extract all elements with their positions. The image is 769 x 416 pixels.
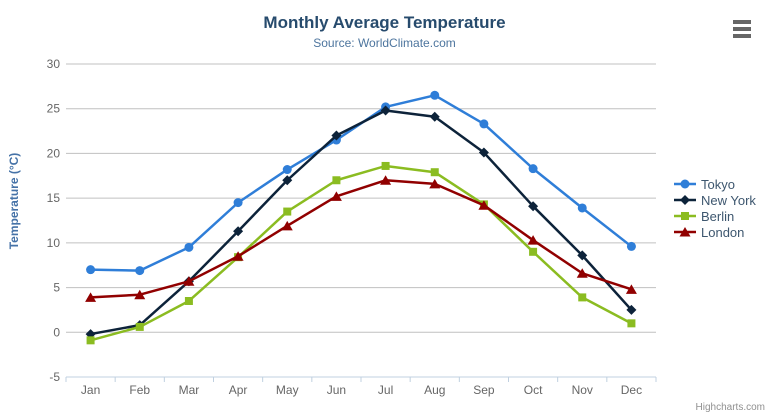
point-new-york-apr[interactable] bbox=[233, 226, 244, 237]
point-tokyo-sep[interactable] bbox=[479, 119, 489, 129]
legend-label: New York bbox=[701, 192, 756, 208]
point-berlin-jul[interactable] bbox=[381, 161, 390, 170]
y-gridlines bbox=[66, 63, 656, 378]
point-new-york-may[interactable] bbox=[282, 175, 293, 186]
point-new-york-jun[interactable] bbox=[331, 130, 342, 141]
point-new-york-oct[interactable] bbox=[528, 201, 539, 212]
xaxis-tick-label: Oct bbox=[524, 383, 543, 397]
point-london-feb[interactable] bbox=[134, 289, 146, 300]
legend-symbol-new-york bbox=[680, 195, 690, 205]
xaxis-tick-label: Jun bbox=[327, 383, 346, 397]
yaxis-tick-label: -5 bbox=[49, 370, 60, 384]
point-berlin-may[interactable] bbox=[283, 207, 292, 216]
point-tokyo-apr[interactable] bbox=[233, 198, 243, 208]
point-tokyo-mar[interactable] bbox=[184, 242, 194, 252]
point-london-nov[interactable] bbox=[576, 268, 588, 278]
xaxis-tick-label: Apr bbox=[229, 383, 248, 397]
chart-subtitle: Source: WorldClimate.com bbox=[313, 36, 456, 50]
xaxis-tick-label: Mar bbox=[179, 383, 200, 397]
point-new-york-sep[interactable] bbox=[478, 147, 489, 158]
yaxis-tick-label: 15 bbox=[47, 191, 61, 205]
legend-item-tokyo[interactable]: Tokyo bbox=[674, 176, 756, 192]
xaxis-tick-label: Aug bbox=[424, 383, 445, 397]
legend-item-london[interactable]: London bbox=[674, 224, 756, 240]
legend-label: Berlin bbox=[701, 208, 735, 224]
legend-label: London bbox=[701, 224, 745, 240]
point-new-york-nov[interactable] bbox=[577, 250, 588, 261]
point-london-jan[interactable] bbox=[85, 292, 97, 302]
point-berlin-nov[interactable] bbox=[578, 293, 587, 302]
yaxis-title: Temperature (°C) bbox=[7, 152, 21, 250]
legend-symbol-tokyo bbox=[680, 179, 690, 189]
point-london-oct[interactable] bbox=[527, 235, 539, 245]
point-london-apr[interactable] bbox=[232, 251, 244, 261]
point-new-york-jul[interactable] bbox=[380, 105, 391, 116]
point-berlin-aug[interactable] bbox=[430, 168, 439, 177]
point-london-jul[interactable] bbox=[380, 175, 392, 185]
yaxis-labels: -5 0 5 10 15 20 25 30 bbox=[47, 57, 61, 384]
point-tokyo-jan[interactable] bbox=[86, 265, 96, 275]
point-london-may[interactable] bbox=[281, 220, 293, 231]
chart-context-menu-button[interactable] bbox=[731, 18, 755, 38]
series-line-london bbox=[89, 179, 633, 299]
yaxis-tick-label: 30 bbox=[47, 57, 61, 71]
legend-label: Tokyo bbox=[701, 176, 735, 192]
point-new-york-aug[interactable] bbox=[429, 111, 440, 122]
x-axis: Jan Feb Mar Apr May Jun Jul Aug Sep Oct Nov Dec bbox=[65, 376, 657, 397]
yaxis-tick-label: 25 bbox=[47, 102, 61, 116]
point-london-jun[interactable] bbox=[330, 191, 342, 201]
point-new-york-dec[interactable] bbox=[626, 304, 637, 315]
chart-title: Monthly Average Temperature bbox=[263, 13, 506, 32]
point-berlin-feb[interactable] bbox=[135, 322, 144, 331]
highcharts-credit-link[interactable]: Highcharts.com bbox=[695, 402, 765, 413]
yaxis-tick-label: 5 bbox=[53, 281, 60, 295]
xaxis-tick-label: Feb bbox=[129, 383, 150, 397]
legend-symbol-london bbox=[679, 227, 691, 237]
xaxis-tick-label: Jul bbox=[378, 383, 393, 397]
point-berlin-dec[interactable] bbox=[627, 319, 636, 328]
point-tokyo-nov[interactable] bbox=[577, 203, 587, 213]
point-tokyo-oct[interactable] bbox=[528, 164, 538, 174]
series-line-new-york bbox=[89, 109, 633, 336]
point-berlin-oct[interactable] bbox=[529, 247, 538, 256]
legend-marker-new-york bbox=[674, 195, 696, 205]
legend-item-berlin[interactable]: Berlin bbox=[674, 208, 756, 224]
point-london-mar[interactable] bbox=[183, 276, 195, 286]
legend-item-new-york[interactable]: New York bbox=[674, 192, 756, 208]
xaxis-tick-label: Nov bbox=[572, 383, 593, 397]
point-london-sep[interactable] bbox=[478, 200, 490, 210]
yaxis-tick-label: 10 bbox=[47, 236, 61, 250]
hamburger-icon bbox=[733, 20, 753, 38]
point-tokyo-may[interactable] bbox=[282, 165, 292, 175]
legend-marker-london bbox=[674, 227, 696, 237]
point-berlin-jun[interactable] bbox=[332, 176, 341, 185]
series-new-york bbox=[85, 105, 637, 340]
legend-symbol-berlin bbox=[681, 212, 689, 220]
series-line-berlin bbox=[89, 164, 633, 342]
legend: Tokyo New York Berlin London bbox=[674, 176, 756, 240]
yaxis-tick-label: 20 bbox=[47, 146, 61, 160]
legend-marker-tokyo bbox=[674, 179, 696, 189]
legend-marker-berlin bbox=[674, 212, 696, 220]
point-berlin-mar[interactable] bbox=[184, 296, 193, 305]
xaxis-tick-label: May bbox=[276, 383, 299, 397]
point-tokyo-aug[interactable] bbox=[430, 90, 440, 100]
point-tokyo-dec[interactable] bbox=[626, 241, 636, 251]
yaxis-tick-label: 0 bbox=[53, 325, 60, 339]
point-berlin-jan[interactable] bbox=[86, 336, 95, 345]
point-london-aug[interactable] bbox=[429, 178, 441, 189]
xaxis-tick-label: Jan bbox=[81, 383, 100, 397]
series-line-tokyo bbox=[89, 94, 633, 272]
series-tokyo bbox=[86, 90, 636, 276]
point-london-dec[interactable] bbox=[625, 284, 637, 294]
xaxis-tick-label: Sep bbox=[473, 383, 495, 397]
series-london bbox=[85, 175, 637, 302]
point-tokyo-feb[interactable] bbox=[135, 266, 145, 276]
xaxis-tick-label: Dec bbox=[621, 383, 642, 397]
